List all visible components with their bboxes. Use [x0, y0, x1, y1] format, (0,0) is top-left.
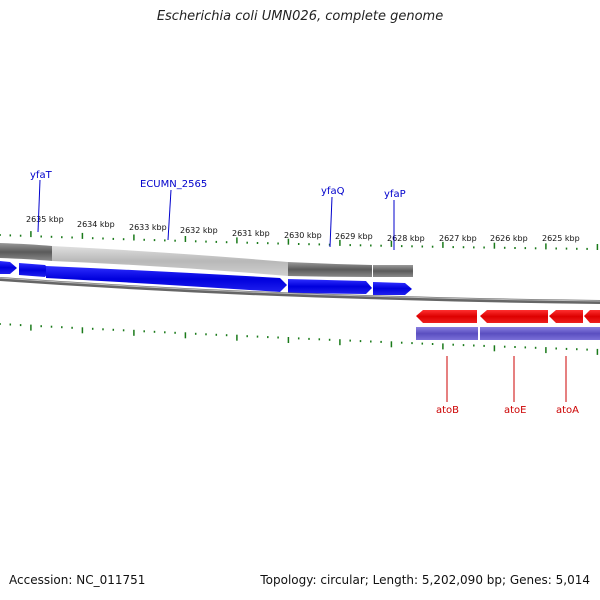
operon-band-dark-left	[0, 243, 52, 261]
genome-backbone-highlight	[0, 277, 600, 302]
gene-arrow-reverse	[480, 310, 548, 323]
kbp-tick-label: 2625 kbp	[542, 234, 580, 243]
operon-band-dark-right	[373, 265, 413, 277]
operon-band-purple	[416, 327, 478, 340]
gene-label-atoA: atoA	[556, 405, 579, 416]
kbp-tick-label: 2626 kbp	[490, 234, 528, 243]
kbp-tick-label: 2633 kbp	[129, 223, 167, 232]
reverse-gene-labels: atoB atoE atoA	[436, 356, 579, 416]
kbp-tick-label: 2627 kbp	[439, 234, 477, 243]
gene-arrow-reverse	[549, 310, 583, 323]
gene-label-yfaP: yfaP	[384, 189, 406, 200]
kbp-scale: 2635 kbp 2634 kbp 2633 kbp 2632 kbp 2631…	[26, 215, 580, 243]
kbp-tick-label: 2628 kbp	[387, 234, 425, 243]
kbp-tick-label: 2634 kbp	[77, 220, 115, 229]
genome-backbone	[0, 277, 600, 304]
label-leader-line	[329, 196, 333, 248]
forward-gene-labels: yfaT ECUMN_2565 yfaQ yfaP	[30, 170, 406, 250]
label-leader-line	[167, 189, 172, 241]
gc-ticks-upper	[0, 231, 599, 250]
topology-text: Topology: circular; Length: 5,202,090 bp…	[260, 573, 590, 587]
gene-arrow-forward	[373, 282, 412, 295]
label-leader-line	[37, 179, 41, 233]
reverse-genes	[416, 310, 600, 323]
map-title: Escherichia coli UMN026, complete genome	[156, 9, 444, 24]
gene-arrow-forward	[19, 263, 50, 277]
kbp-tick-label: 2629 kbp	[335, 232, 373, 241]
gene-arrow-forward	[0, 261, 17, 274]
operon-track-forward	[0, 243, 413, 277]
kbp-tick-label: 2631 kbp	[232, 229, 270, 238]
operon-band-purple	[480, 327, 600, 340]
kbp-tick-label: 2635 kbp	[26, 215, 64, 224]
operon-band-light	[52, 246, 288, 276]
gene-arrow-forward	[46, 266, 287, 292]
gene-label-yfaQ: yfaQ	[321, 186, 345, 197]
forward-genes	[0, 261, 412, 295]
kbp-tick-label: 2632 kbp	[180, 226, 218, 235]
accession-text: Accession: NC_011751	[9, 573, 146, 587]
operon-track-reverse	[416, 327, 600, 340]
kbp-tick-label: 2630 kbp	[284, 231, 322, 240]
gene-label-atoE: atoE	[504, 405, 527, 416]
gene-label-ECUMN_2565: ECUMN_2565	[140, 179, 207, 190]
gene-arrow-forward	[288, 279, 372, 294]
gc-ticks-lower	[0, 323, 599, 355]
operon-band-dark-mid	[288, 262, 372, 277]
gene-arrow-reverse	[584, 310, 600, 323]
gene-arrow-reverse	[416, 310, 477, 323]
gene-label-yfaT: yfaT	[30, 170, 53, 181]
gene-label-atoB: atoB	[436, 405, 459, 416]
